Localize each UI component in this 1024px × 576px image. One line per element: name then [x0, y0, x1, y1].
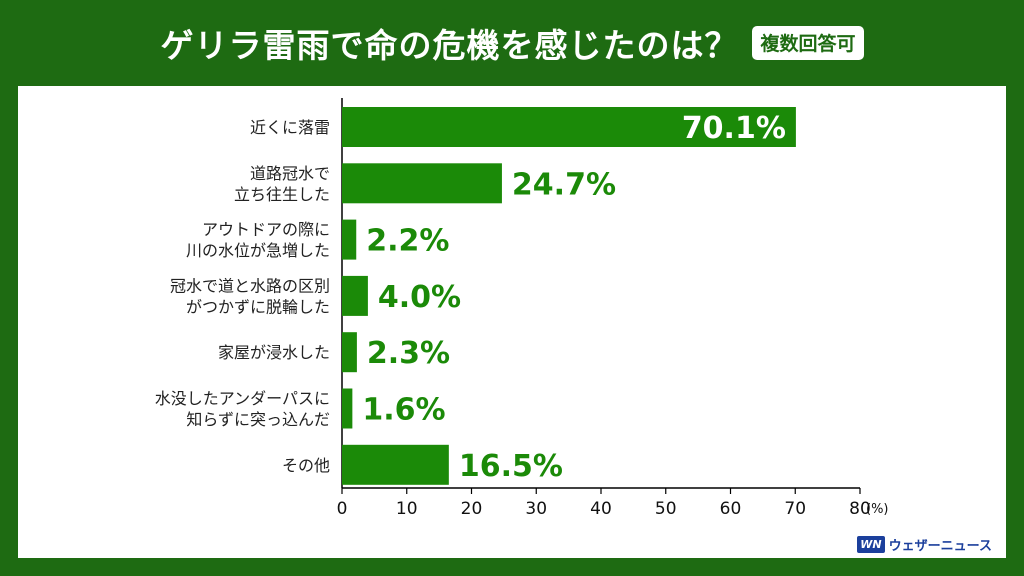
category-label: アウトドアの際に — [202, 220, 330, 239]
bar — [342, 107, 796, 147]
x-tick-label: 70 — [784, 499, 806, 519]
category-label: 水没したアンダーパスに — [155, 389, 330, 408]
x-tick-label: 80 — [849, 499, 871, 519]
x-tick-label: 30 — [525, 499, 547, 519]
category-label: 道路冠水で — [250, 164, 330, 183]
header: ゲリラ雷雨で命の危機を感じたのは？ 複数回答可 — [0, 0, 1024, 86]
bar — [342, 275, 368, 316]
category-label: 立ち往生した — [234, 185, 330, 204]
value-label: 70.1% — [682, 111, 786, 146]
x-tick-label: 20 — [461, 499, 483, 519]
value-label: 16.5% — [459, 449, 563, 484]
value-label: 2.2% — [366, 224, 449, 259]
bar — [342, 444, 449, 485]
logo-mark: WN — [857, 536, 885, 553]
x-tick-label: 50 — [655, 499, 677, 519]
value-label: 2.3% — [367, 336, 450, 371]
bar — [342, 163, 502, 204]
page-title: ゲリラ雷雨で命の危機を感じたのは？ — [160, 26, 739, 65]
category-label: 知らずに突っ込んだ — [186, 410, 330, 429]
bar — [342, 219, 357, 260]
category-label: 川の水位が急増した — [186, 241, 330, 260]
category-label: その他 — [282, 456, 330, 475]
value-label: 1.6% — [362, 393, 445, 428]
weathernews-logo: WN ウェザーニュース — [857, 535, 992, 554]
bar-chart: 0 10 20 30 40 50 60 70 80(%) 近くに落雷 70.1% 道路冠水で立ち往生し… — [155, 98, 889, 519]
category-label: 家屋が浸水した — [218, 343, 330, 362]
chart-panel: 0 10 20 30 40 50 60 70 80 (%) 近くに落雷 70.1% 道路冠水で立ち往生し… — [18, 86, 1006, 558]
value-label: 24.7% — [512, 167, 616, 202]
multiple-answers-badge: 複数回答可 — [752, 26, 864, 60]
bar — [342, 388, 353, 429]
category-label: 近くに落雷 — [250, 118, 330, 137]
logo-text: ウェザーニュース — [888, 539, 992, 554]
category-label: 冠水で道と水路の区別 — [170, 276, 330, 295]
bar — [342, 332, 357, 373]
x-tick-label: 0 — [337, 499, 348, 519]
x-tick-label: 60 — [720, 499, 742, 519]
category-label: がつかずに脱輪した — [186, 297, 330, 316]
x-tick-label: 40 — [590, 499, 612, 519]
x-tick-label: 10 — [396, 499, 418, 519]
value-label: 4.0% — [378, 280, 461, 315]
x-unit-label: (%) — [866, 502, 889, 517]
